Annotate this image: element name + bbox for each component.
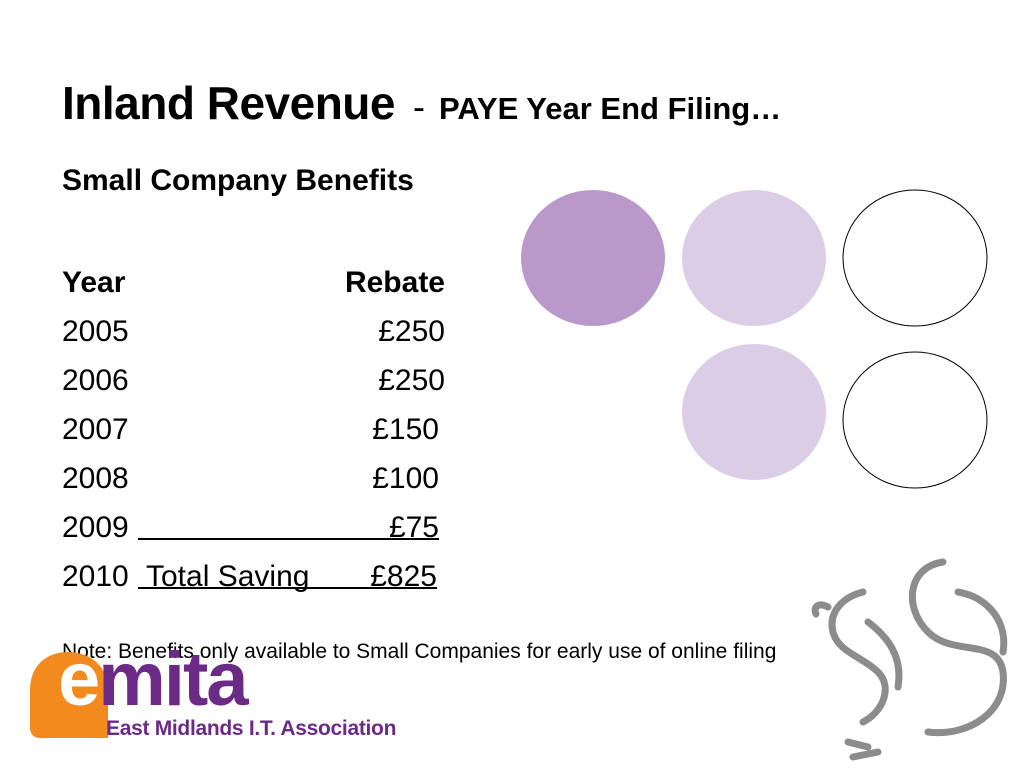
footnote: Note: Benefits only available to Small C… — [62, 640, 777, 663]
title-sub: PAYE Year End Filing… — [438, 91, 782, 126]
header-year: Year — [62, 266, 126, 299]
row-year: 2006 — [62, 364, 129, 397]
squirrel-ear — [811, 601, 832, 618]
orange-drop-icon — [30, 652, 108, 738]
squirrel-arm — [864, 618, 903, 691]
squirrel-tail-stroke — [909, 558, 1007, 737]
total-year: 2010 — [62, 560, 129, 593]
circle-dark — [521, 190, 665, 326]
emita-logo: emita East Midlands I.T. Association — [28, 642, 448, 750]
logo-wordmark: emita — [58, 642, 249, 718]
logo-letters-mita: mita — [98, 637, 248, 722]
row-rebate: £100 — [372, 462, 439, 495]
squirrel-foot — [849, 748, 882, 761]
header-rebate: Rebate — [344, 266, 445, 299]
circle-light — [682, 344, 826, 480]
total-value: £825 — [370, 560, 437, 593]
row-underline — [138, 538, 439, 540]
total-label: Total Saving — [146, 560, 310, 593]
row-year: 2005 — [62, 315, 129, 348]
squirrel-tail-inner — [954, 588, 1008, 656]
row-year: 2008 — [62, 462, 129, 495]
total-underline — [138, 587, 437, 589]
title-main: Inland Revenue — [62, 77, 395, 129]
row-year: 2009 — [62, 511, 129, 544]
title-separator: - — [412, 86, 425, 127]
logo-letter-e: e — [58, 637, 100, 722]
circle-outline — [842, 189, 988, 327]
squirrel-foot — [844, 738, 872, 751]
row-rebate: £250 — [378, 315, 445, 348]
slide-subtitle: Small Company Benefits — [62, 164, 414, 197]
row-rebate: £150 — [372, 413, 439, 446]
squirrel-body-stroke — [828, 588, 889, 726]
logo-tagline: East Midlands I.T. Association — [106, 717, 397, 740]
circle-outline — [842, 351, 988, 489]
row-rebate: £75 — [388, 511, 439, 544]
circle-light — [682, 190, 826, 326]
row-year: 2007 — [62, 413, 129, 446]
row-rebate: £250 — [378, 364, 445, 397]
slide-title: Inland Revenue - PAYE Year End Filing… — [62, 76, 781, 130]
squirrel-outline-icon — [811, 558, 1008, 761]
